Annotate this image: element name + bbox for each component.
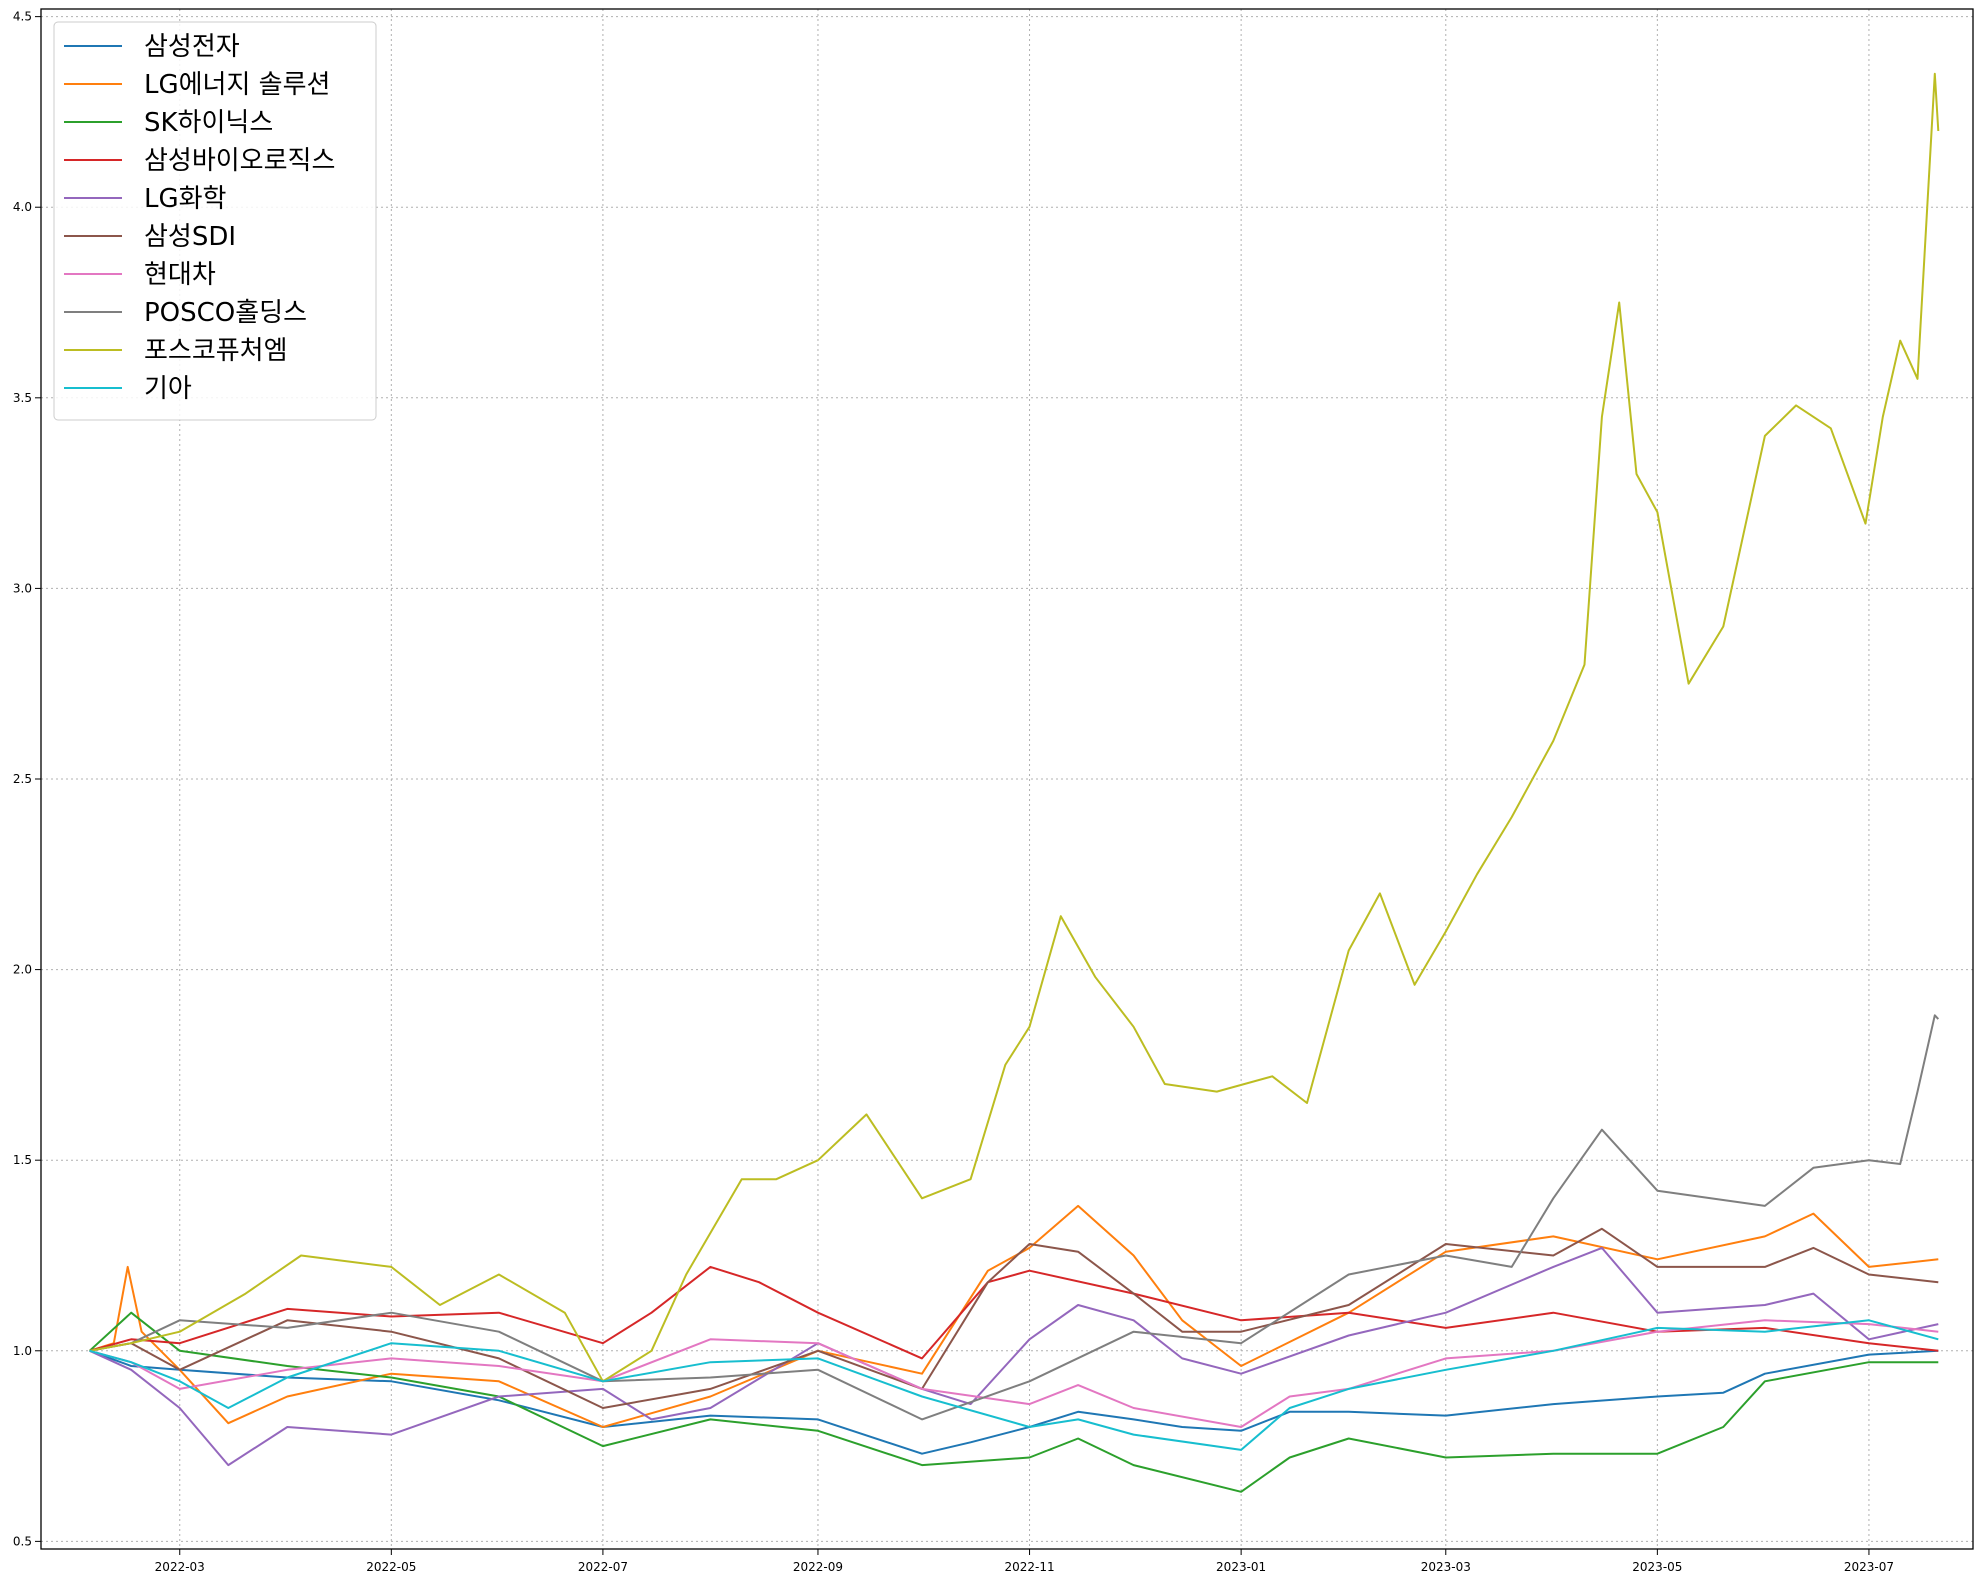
y-tick-label: 4.0 <box>13 200 32 214</box>
y-tick-label: 1.0 <box>13 1344 32 1358</box>
series-line-3 <box>88 1311 1939 1493</box>
legend-label: LG화학 <box>144 184 226 214</box>
x-tick-label: 2022-09 <box>793 1560 843 1574</box>
series-line-1 <box>89 1349 1939 1455</box>
y-tick-label: 3.5 <box>13 391 32 405</box>
x-tick-label: 2023-03 <box>1421 1560 1471 1574</box>
series-line-2 <box>89 1204 1939 1428</box>
x-tick-label: 2022-07 <box>578 1560 628 1574</box>
y-tick-label: 4.5 <box>13 10 32 24</box>
grid-lines <box>41 9 1973 1549</box>
legend-box <box>53 21 377 421</box>
legend-label: 기아 <box>144 374 192 404</box>
y-tick-label: 3.0 <box>13 581 32 595</box>
x-tick-label: 2023-07 <box>1844 1560 1894 1574</box>
x-tick-label: 2022-11 <box>1004 1560 1054 1574</box>
series-line-10 <box>89 1319 1939 1451</box>
x-tick-label: 2023-01 <box>1216 1560 1266 1574</box>
legend-label: POSCO홀딩스 <box>144 298 307 328</box>
legend-label: 포스코퓨처엠 <box>144 336 288 366</box>
y-axis: 0.5 1.0 1.5 2.0 2.5 3.0 3.5 4.0 4.5 <box>13 10 41 1548</box>
legend-label: SK하이닉스 <box>144 108 273 138</box>
y-tick-label: 2.5 <box>13 772 32 786</box>
series-line-9 <box>89 72 1940 1383</box>
y-tick-label: 1.5 <box>13 1153 32 1167</box>
x-tick-label: 2022-03 <box>155 1560 205 1574</box>
y-tick-label: 0.5 <box>13 1534 32 1548</box>
series-line-6 <box>89 1227 1939 1409</box>
series-line-5 <box>89 1246 1939 1467</box>
legend-label: LG에너지 솔루션 <box>144 70 330 100</box>
series-line-7 <box>89 1319 1939 1428</box>
y-tick-label: 2.0 <box>13 963 32 977</box>
x-axis: 2022-03 2022-05 2022-07 2022-09 2022-11 2023-… <box>155 1549 1894 1574</box>
series-line-8 <box>89 1014 1940 1421</box>
legend-label: 삼성SDI <box>144 222 236 252</box>
x-tick-label: 2023-05 <box>1632 1560 1682 1574</box>
series-line-4 <box>89 1265 1939 1360</box>
series-lines <box>88 72 1940 1493</box>
legend-label: 삼성바이오로직스 <box>144 146 335 176</box>
legend-label: 삼성전자 <box>144 32 240 62</box>
x-tick-label: 2022-05 <box>366 1560 416 1574</box>
legend-label: 현대차 <box>144 260 216 290</box>
